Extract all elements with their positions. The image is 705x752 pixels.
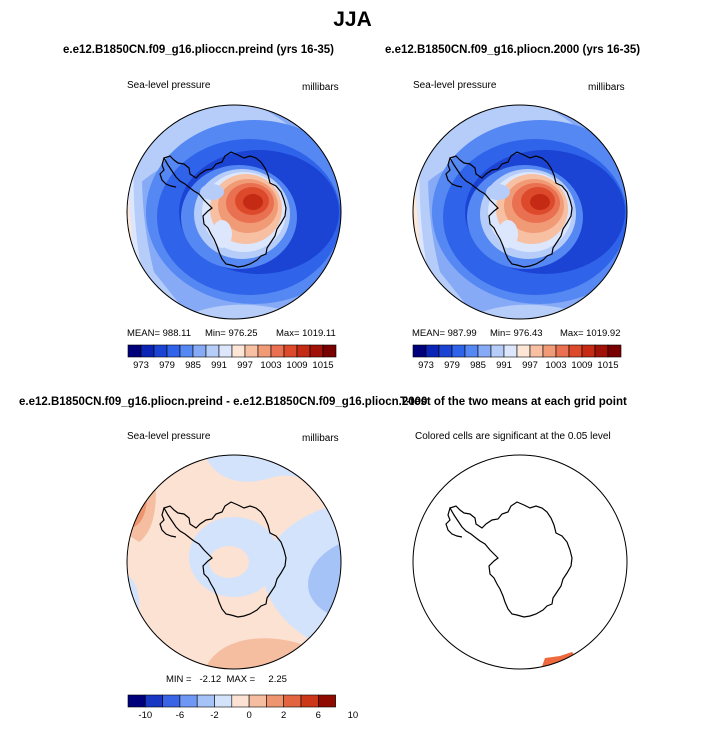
units-label: millibars bbox=[588, 82, 625, 93]
colorbar-tick-label: 979 bbox=[159, 360, 175, 371]
colorbar-box bbox=[296, 344, 311, 358]
min-stat: Min= 976.25 bbox=[205, 328, 258, 339]
colorbar-box bbox=[516, 344, 531, 358]
minmax-stat: MIN = -2.12 MAX = 2.25 bbox=[166, 674, 287, 685]
colorbar-tick-label: 1003 bbox=[545, 360, 566, 371]
colorbar-box bbox=[196, 694, 215, 708]
colorbar-tick-label: -2 bbox=[210, 710, 218, 721]
variable-label: Sea-level pressure bbox=[413, 80, 497, 91]
colorbar-box bbox=[270, 344, 285, 358]
colorbar-box bbox=[309, 344, 324, 358]
colorbar-box bbox=[162, 694, 181, 708]
colorbar-box bbox=[127, 694, 146, 708]
colorbar-box bbox=[581, 344, 596, 358]
colorbar-box bbox=[464, 344, 479, 358]
main-title: JJA bbox=[333, 8, 372, 31]
polar-map-ttest bbox=[412, 454, 628, 670]
polar-map-difference bbox=[126, 454, 342, 670]
colorbar-tick-label: 1009 bbox=[571, 360, 592, 371]
panel-title-2000: e.e12.B1850CN.f09_g16.pliocn.2000 (yrs 1… bbox=[385, 44, 641, 56]
units-label: millibars bbox=[302, 433, 339, 444]
mean-stat: MEAN= 988.11 bbox=[127, 328, 191, 339]
variable-label: Sea-level pressure bbox=[127, 431, 211, 442]
panel-title-difference: e.e12.B1850CN.f09_g16.pliocn.preind - e.… bbox=[19, 396, 428, 408]
colorbar-box bbox=[214, 694, 233, 708]
colorbar-box bbox=[218, 344, 233, 358]
max-stat: Max= 1019.11 bbox=[276, 328, 336, 339]
min-stat: Min= 976.43 bbox=[490, 328, 543, 339]
colorbar-box bbox=[231, 694, 250, 708]
colorbar-box bbox=[529, 344, 544, 358]
colorbar-tick-label: 997 bbox=[237, 360, 253, 371]
colorbar-preind: 973 979 985 991 997 1003 1009 1015 bbox=[127, 344, 337, 371]
colorbar-tick-label: 0 bbox=[246, 710, 251, 721]
colorbar-box bbox=[283, 694, 302, 708]
colorbar-box bbox=[490, 344, 505, 358]
colorbar-box bbox=[192, 344, 207, 358]
colorbar-box bbox=[607, 344, 622, 358]
colorbar-tick-label: 985 bbox=[470, 360, 486, 371]
colorbar-tick-label: 1009 bbox=[286, 360, 307, 371]
panel-title-ttest: T-test of the two means at each grid poi… bbox=[400, 396, 627, 408]
colorbar-tick-label: 985 bbox=[185, 360, 201, 371]
colorbar-box bbox=[438, 344, 453, 358]
colorbar-tick-label: 1003 bbox=[260, 360, 281, 371]
colorbar-box bbox=[244, 344, 259, 358]
colorbar-box bbox=[257, 344, 272, 358]
colorbar-box bbox=[322, 344, 337, 358]
colorbar-box bbox=[179, 694, 198, 708]
colorbar-box bbox=[425, 344, 440, 358]
colorbar-box bbox=[266, 694, 284, 708]
colorbar-tick-label: 10 bbox=[348, 710, 359, 721]
colorbar-tick-label: 997 bbox=[522, 360, 538, 371]
colorbar-box bbox=[568, 344, 583, 358]
mean-stat: MEAN= 987.99 bbox=[412, 328, 477, 339]
colorbar-box bbox=[179, 344, 194, 358]
colorbar-box bbox=[555, 344, 570, 358]
colorbar-box bbox=[542, 344, 557, 358]
colorbar-box bbox=[166, 344, 181, 358]
colorbar-box bbox=[477, 344, 492, 358]
panel-title-preind: e.e12.B1850CN.f09_g16.plioccn.preind (yr… bbox=[63, 44, 335, 56]
colorbar-tick-label: 991 bbox=[496, 360, 512, 371]
polar-map-2000 bbox=[412, 104, 628, 320]
colorbar-box bbox=[451, 344, 466, 358]
colorbar-box bbox=[127, 344, 142, 358]
colorbar-tick-label: 6 bbox=[316, 710, 321, 721]
colorbar-box bbox=[144, 694, 163, 708]
colorbar-box bbox=[248, 694, 267, 708]
colorbar-tick-label: 973 bbox=[133, 360, 149, 371]
colorbar-box bbox=[594, 344, 609, 358]
colorbar-tick-label: -10 bbox=[138, 710, 152, 721]
colorbar-box bbox=[412, 344, 427, 358]
colorbar-tick-label: 991 bbox=[211, 360, 227, 371]
colorbar-box bbox=[140, 344, 155, 358]
significance-note: Colored cells are significant at the 0.0… bbox=[415, 431, 611, 442]
colorbar-tick-label: 1015 bbox=[597, 360, 618, 371]
colorbar-tick-label: 2 bbox=[281, 710, 286, 721]
variable-label: Sea-level pressure bbox=[127, 80, 211, 91]
colorbar-box bbox=[205, 344, 220, 358]
max-stat: Max= 1019.92 bbox=[560, 328, 621, 339]
polar-map-preind bbox=[126, 104, 342, 320]
colorbar-box bbox=[300, 694, 319, 708]
colorbar-box bbox=[231, 344, 246, 358]
colorbar-tick-label: 1015 bbox=[312, 360, 333, 371]
colorbar-box bbox=[318, 694, 336, 708]
colorbar-box bbox=[283, 344, 298, 358]
colorbar-box bbox=[153, 344, 168, 358]
units-label: millibars bbox=[302, 82, 339, 93]
colorbar-tick-label: 973 bbox=[418, 360, 434, 371]
colorbar-box bbox=[503, 344, 518, 358]
colorbar-tick-label: 979 bbox=[444, 360, 460, 371]
colorbar-tick-label: -6 bbox=[176, 710, 184, 721]
colorbar-difference: -10 -6 -2 0 2 6 10 bbox=[127, 694, 358, 721]
colorbar-2000: 973 979 985 991 997 1003 1009 1015 bbox=[412, 344, 622, 371]
